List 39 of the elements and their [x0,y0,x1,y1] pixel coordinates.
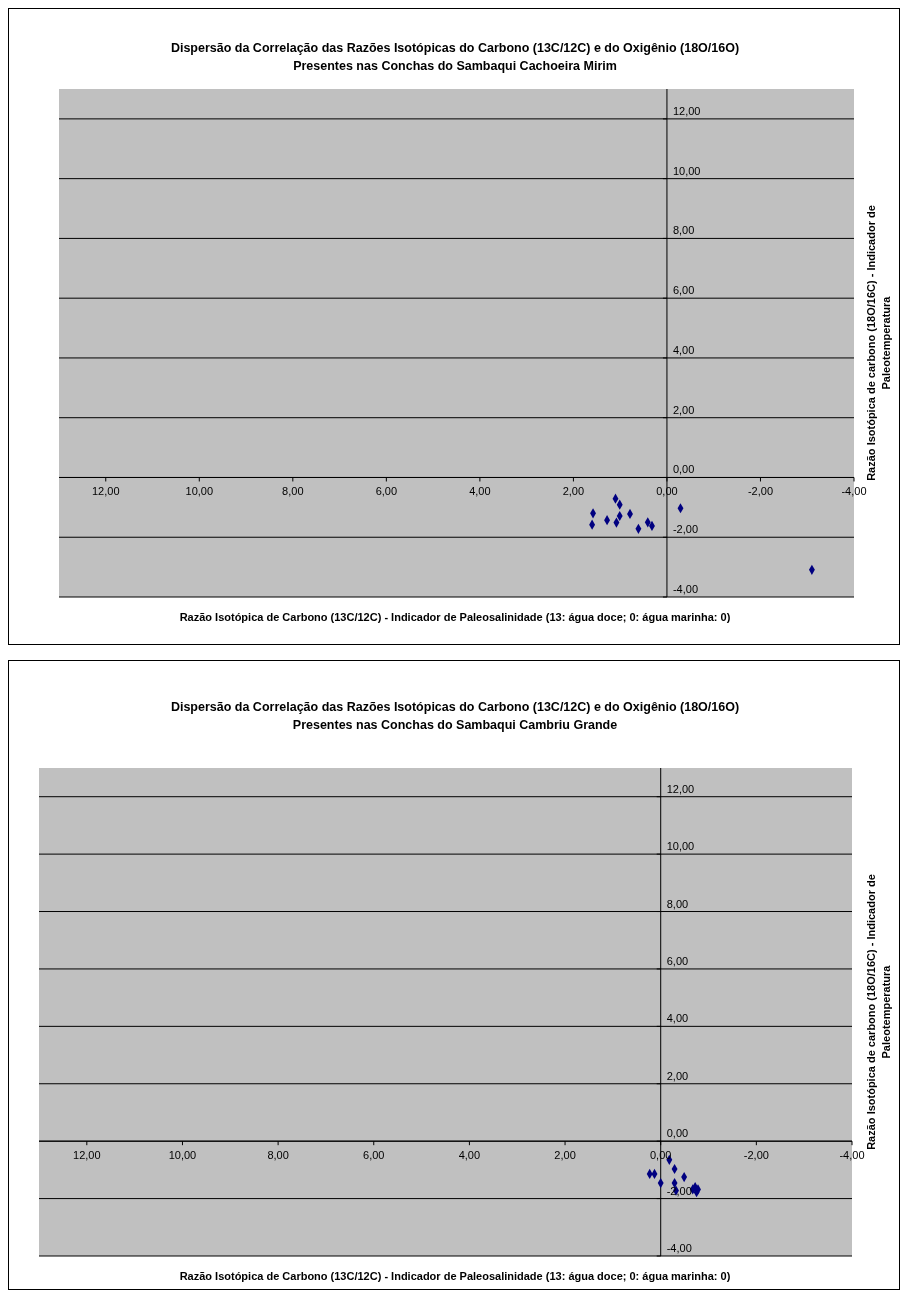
y-axis-title: Razão Isotópica de carbono (18O/16C) - Indicador de Paleotemperatura [865,874,892,1150]
y-tick-label: 2,00 [672,403,695,416]
x-tick-label: -4,00 [839,1149,865,1162]
y-tick-label: 8,00 [666,897,689,910]
x-tick-label: 10,00 [168,1149,197,1162]
x-tick-label: 12,00 [92,485,120,498]
x-tick-label: 8,00 [267,1149,289,1162]
y-tick-label: -4,00 [672,583,699,595]
y-tick-label: 6,00 [666,954,689,967]
y-tick-label: -2,00 [672,523,699,536]
y-tick-label: 0,00 [672,463,695,476]
x-tick-label: -2,00 [747,485,774,498]
x-tick-label: 2,00 [554,1149,576,1162]
x-tick-label: 6,00 [375,485,398,498]
y-tick-label: 12,00 [672,104,701,117]
x-tick-label: -2,00 [743,1149,769,1162]
x-tick-label: 12,00 [73,1149,101,1162]
y-tick-label: 6,00 [672,284,695,297]
y-tick-label: 4,00 [666,1012,689,1025]
y-axis-title: Razão Isotópica de carbono (18O/16C) - Indicador de Paleotemperatura [865,205,892,481]
x-tick-label: 4,00 [458,1149,481,1162]
x-tick-label: -4,00 [841,485,867,498]
y-tick-label: 0,00 [666,1127,689,1140]
y-tick-label: 4,00 [672,343,695,356]
x-tick-label: 8,00 [282,485,304,498]
chart-title: Dispersão da Correlação das Razões Isotópicas do Carbono (13C/12C) e do Oxigênio (18O/16O) Presentes nas Conchas do Sambaqui Cambriu Grande [169,699,741,734]
x-tick-label: 10,00 [185,485,214,498]
y-tick-label: 10,00 [672,164,701,177]
x-axis-title: Razão Isotópica de Carbono (13C/12C) - Indicador de Paleosalinidade (13: água doce; 0: água marinha: 0) [178,611,732,623]
x-tick-label: 6,00 [363,1149,385,1162]
y-tick-label: 10,00 [666,840,695,853]
y-tick-label: 2,00 [666,1069,689,1082]
chart-title: Dispersão da Correlação das Razões Isotópicas do Carbono (13C/12C) e do Oxigênio (18O/16O) Presentes nas Conchas do Sambaqui Cachoeira Mirim [169,40,741,75]
y-tick-label: -4,00 [666,1242,692,1254]
y-tick-label: 8,00 [672,224,695,237]
y-tick-label: 12,00 [666,782,695,795]
x-tick-label: 2,00 [562,485,585,498]
x-axis-title: Razão Isotópica de Carbono (13C/12C) - Indicador de Paleosalinidade (13: água doce; 0: água marinha: 0) [178,1270,732,1282]
x-tick-label: 4,00 [469,485,491,498]
